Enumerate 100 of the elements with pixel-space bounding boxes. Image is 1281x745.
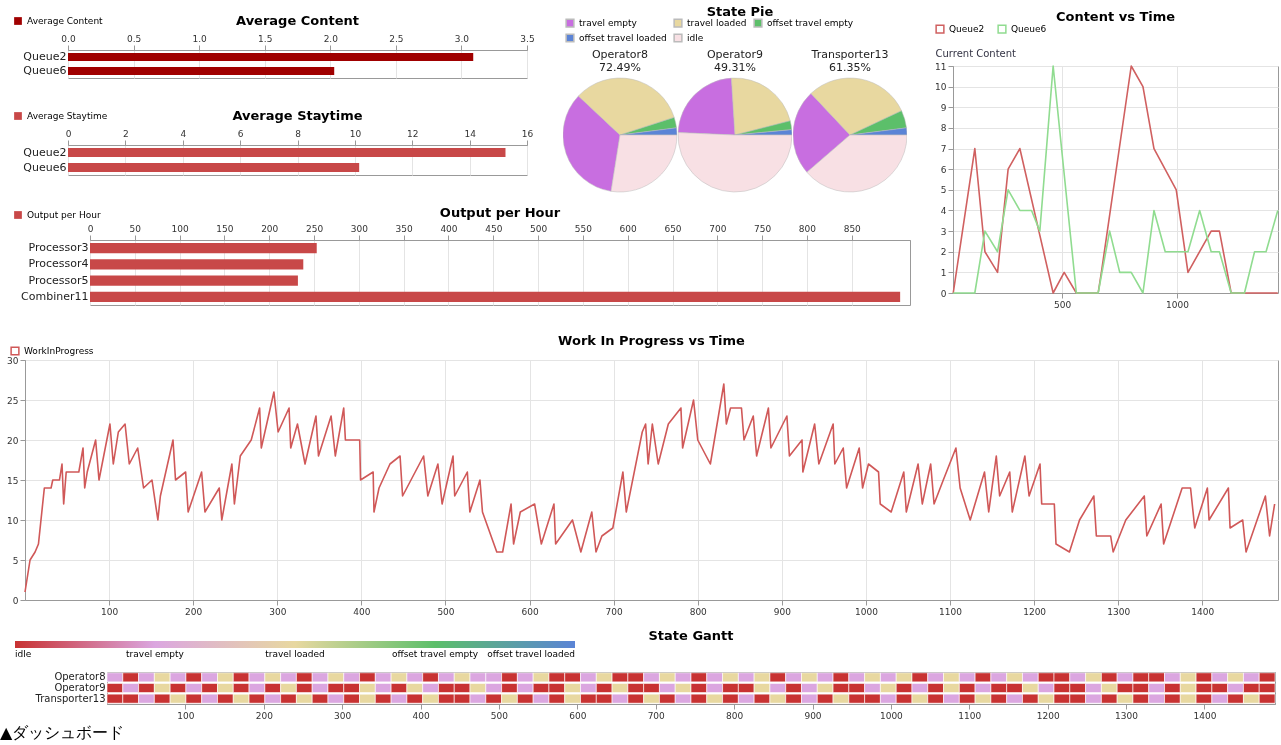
x-tick-label: 10 (349, 128, 362, 139)
x-tick-label: 400 (412, 710, 430, 721)
x-tick-label: 14 (464, 128, 477, 139)
legend-label: Queue6 (1011, 24, 1047, 35)
x-tick-label: 1.5 (258, 33, 273, 44)
x-tick-label: 0.0 (61, 33, 76, 44)
y-tick-label: 7 (940, 144, 947, 155)
x-tick-label: 1000 (879, 710, 904, 721)
x-tick-label: 2.5 (389, 33, 404, 44)
y-tick-label: 6 (940, 164, 947, 175)
chart-title: Output per Hour (439, 205, 561, 220)
y-tick-label: 5 (12, 555, 19, 566)
x-tick-label: 350 (395, 223, 414, 234)
bar (90, 291, 901, 302)
x-tick-label: 200 (255, 710, 274, 721)
text: 72.49% (598, 61, 642, 74)
legend-label: idle (687, 33, 704, 43)
bar (90, 275, 298, 286)
y-tick-label: 0 (12, 595, 19, 606)
y-tick-label: Processor3 (28, 241, 89, 255)
y-tick-label: Operator9 (54, 682, 106, 693)
y-tick-label: 20 (7, 435, 19, 446)
y-tick-label: 0 (940, 288, 947, 299)
legend-label: travel loaded (687, 18, 747, 29)
legend-label: travel empty (579, 18, 638, 29)
legend-label: offset travel loaded (579, 33, 667, 43)
x-tick-label: 900 (773, 606, 792, 617)
x-tick-label: 50 (129, 223, 142, 234)
y-tick-label: Transporter13 (34, 692, 106, 704)
y-tick-label: 9 (940, 102, 947, 113)
y-tick-label: Processor4 (28, 257, 89, 271)
color-bar-label: offset travel empty (391, 649, 479, 659)
y-tick-label: 10 (935, 82, 947, 93)
x-tick-label: 2.0 (323, 33, 339, 44)
line-series (24, 383, 1276, 593)
x-tick-label: 400 (353, 606, 371, 617)
x-tick-label: 900 (804, 710, 822, 721)
x-tick-label: 500 (529, 223, 548, 234)
y-tick-label: 2 (940, 247, 947, 258)
x-tick-label: 700 (709, 223, 727, 234)
legend-label: Average Content (27, 16, 104, 26)
y-tick-label: Queue2 (23, 50, 67, 63)
x-tick-label: 1300 (1115, 710, 1139, 721)
legend-label: offset travel empty (767, 18, 854, 29)
x-tick-label: 6 (237, 128, 244, 139)
y-tick-label: Operator8 (54, 671, 106, 683)
x-tick-label: 1000 (1165, 299, 1190, 310)
x-tick-label: 600 (619, 223, 638, 234)
slice-label: Transporter13 (810, 48, 890, 61)
color-bar-label: travel loaded (265, 649, 325, 659)
x-tick-label: 1200 (1023, 606, 1047, 617)
y-tick-label: 15 (7, 475, 19, 486)
legend-label: WorkInProgress (24, 346, 94, 356)
color-bar-label: travel empty (126, 649, 185, 659)
y-tick-label: 4 (940, 205, 947, 216)
x-tick-label: 300 (269, 606, 287, 617)
x-tick-label: 800 (726, 710, 744, 721)
slice-label: Operator9 (705, 48, 765, 61)
x-tick-label: 600 (569, 710, 587, 721)
x-tick-label: 800 (798, 223, 817, 234)
x-tick-label: 200 (185, 606, 203, 617)
x-tick-label: 100 (177, 710, 195, 721)
chart-title: Average Content (236, 13, 359, 28)
y-axis-title: Current Content (935, 47, 1017, 59)
x-tick-label: 1100 (939, 606, 963, 617)
x-tick-label: 150 (216, 223, 234, 234)
x-tick-label: 12 (407, 128, 419, 139)
x-tick-label: 700 (605, 606, 624, 617)
chart-title: State Pie (705, 4, 775, 19)
x-tick-label: 3.5 (520, 33, 535, 44)
chart-title: Average Staytime (232, 108, 363, 123)
x-tick-label: 550 (574, 223, 593, 234)
x-tick-label: 1.0 (192, 33, 208, 44)
y-tick-label: 30 (7, 355, 19, 366)
y-tick-label: 1 (940, 267, 947, 278)
text: 49.31% (713, 61, 757, 74)
chart-title: State Gantt (648, 628, 734, 643)
x-tick-label: 750 (754, 223, 772, 234)
x-tick-label: 400 (440, 223, 458, 234)
chart-title: Work In Progress vs Time (558, 333, 746, 348)
line-series (952, 65, 1279, 294)
x-tick-label: 1400 (1191, 606, 1215, 617)
x-tick-label: 500 (1054, 299, 1072, 310)
legend-label: Queue2 (949, 24, 985, 35)
y-tick-label: Queue2 (23, 145, 67, 159)
x-tick-label: 1400 (1193, 710, 1217, 721)
y-tick-label: 25 (7, 395, 19, 406)
x-tick-label: 3.0 (454, 33, 470, 44)
text: ▲ダッシュボード (0, 723, 125, 744)
y-tick-label: Queue6 (23, 160, 67, 174)
x-tick-label: 500 (490, 710, 509, 721)
x-tick-label: 300 (350, 223, 369, 234)
legend-label: Output per Hour (27, 210, 101, 220)
bar (90, 259, 304, 270)
x-tick-label: 16 (521, 128, 534, 139)
y-tick-label: 10 (7, 515, 19, 526)
x-tick-label: 100 (171, 223, 189, 234)
x-tick-label: 300 (334, 710, 352, 721)
bar (90, 243, 317, 254)
x-tick-label: 500 (437, 606, 455, 617)
